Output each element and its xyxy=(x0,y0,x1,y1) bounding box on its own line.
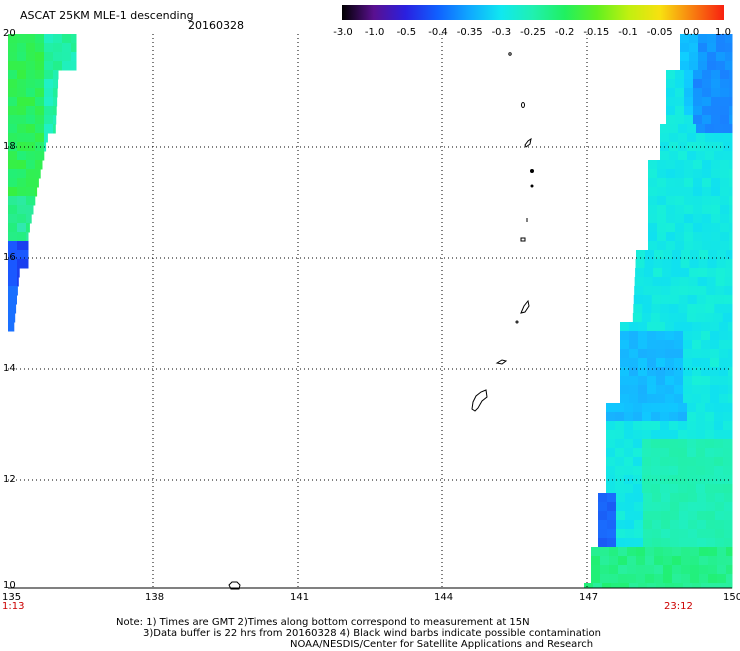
island-outline xyxy=(228,581,241,590)
lat-label: 12 xyxy=(3,474,16,485)
colorbar-tick-label: -0.15 xyxy=(583,27,610,38)
island-outline xyxy=(508,52,512,56)
lon-label: 147 xyxy=(579,592,599,603)
colorbar-tick-label: -3.0 xyxy=(333,27,353,38)
left-swath xyxy=(8,34,77,332)
island-outline xyxy=(471,389,488,412)
colorbar-tick-label: -0.1 xyxy=(618,27,638,38)
colorbar-tick-label: -0.2 xyxy=(554,27,575,38)
island-outline xyxy=(530,184,534,188)
colorbar-tick-label: -0.5 xyxy=(396,27,417,38)
colorbar-tick-label: -0.4 xyxy=(428,27,448,38)
note-line-3: NOAA/NESDIS/Center for Satellite Applica… xyxy=(290,639,594,650)
lat-label: 16 xyxy=(3,252,16,263)
colorbar xyxy=(342,5,724,20)
lon-label: 150 xyxy=(723,592,740,603)
grid-lines xyxy=(8,34,732,588)
colorbar-tick-label: -1.0 xyxy=(364,27,385,38)
island-outline xyxy=(515,320,519,324)
lat-label: 18 xyxy=(3,141,16,152)
time-start: 1:13 xyxy=(2,601,25,612)
colorbar-tick-label: 0.0 xyxy=(683,27,700,38)
lat-label: 10 xyxy=(3,580,16,591)
islands xyxy=(228,52,534,590)
island-outline xyxy=(524,137,532,148)
island-outline xyxy=(495,359,508,365)
time-end: 23:12 xyxy=(664,601,693,612)
island-outline xyxy=(521,102,525,108)
lon-label: 141 xyxy=(290,592,310,603)
chart-date: 20160328 xyxy=(188,19,244,32)
island-outline xyxy=(530,169,534,173)
note-line-1: Note: 1) Times are GMT 2)Times along bot… xyxy=(116,617,530,628)
colorbar-tick-label: -0.25 xyxy=(520,27,546,38)
colorbar-tick-label: -0.35 xyxy=(456,27,483,38)
colorbar-tick-label: 1.0 xyxy=(715,27,731,38)
lat-label: 20 xyxy=(3,28,16,39)
lon-label: 135 xyxy=(2,592,22,603)
island-outline xyxy=(520,299,530,314)
lon-label: 144 xyxy=(434,592,454,603)
colorbar-tick-label: -0.3 xyxy=(491,27,512,38)
island-outline xyxy=(520,237,526,242)
colorbar-gradient xyxy=(342,5,724,20)
lon-label: 138 xyxy=(145,592,165,603)
lat-label: 14 xyxy=(3,363,16,374)
colorbar-tick-label: -0.05 xyxy=(646,27,673,38)
right-swath xyxy=(584,34,733,589)
chart-title: ASCAT 25KM MLE-1 descending xyxy=(20,9,194,22)
note-line-2: 3)Data buffer is 22 hrs from 20160328 4)… xyxy=(143,628,601,639)
